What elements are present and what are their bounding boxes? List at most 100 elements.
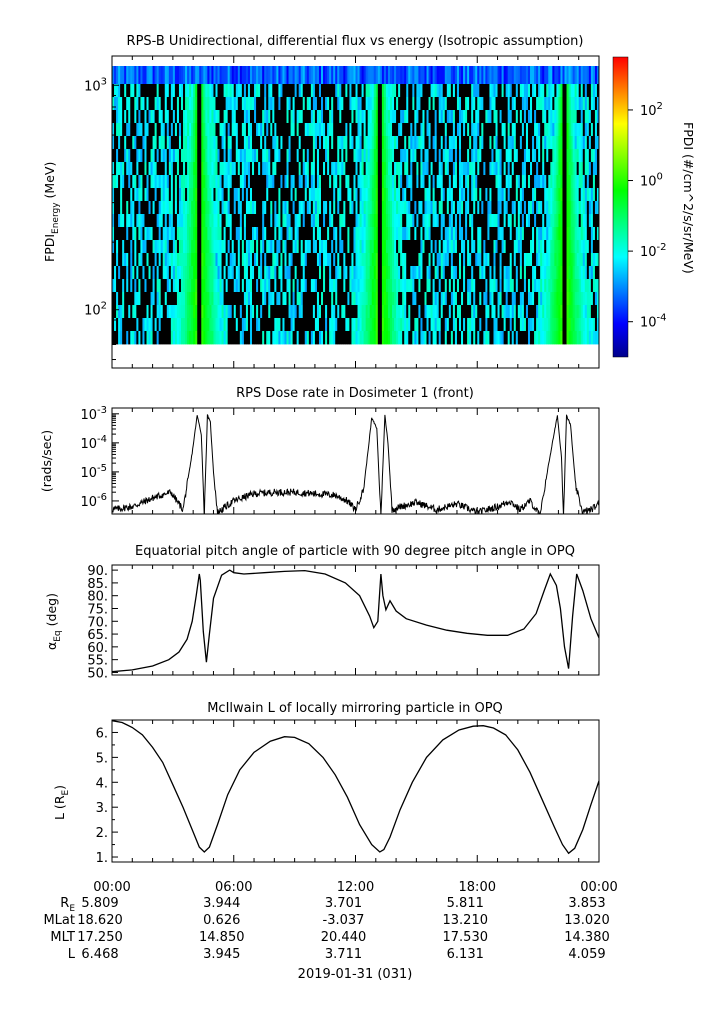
heatmap-cell — [219, 305, 222, 319]
heatmap-cell — [191, 292, 194, 306]
heatmap-cell — [588, 305, 592, 319]
heatmap-cell — [586, 266, 590, 280]
heatmap-cell — [394, 227, 397, 241]
heatmap-cell — [178, 123, 182, 137]
heatmap-cell — [454, 149, 458, 163]
heatmap-cell — [264, 188, 267, 202]
heatmap-cell — [574, 175, 578, 189]
heatmap-cell — [367, 188, 371, 202]
heatmap-cell — [493, 266, 496, 280]
heatmap-cell — [270, 253, 273, 267]
heatmap-cell — [394, 331, 397, 345]
heatmap-cell — [178, 318, 182, 332]
heatmap-cell — [337, 97, 340, 111]
heatmap-cell — [260, 279, 263, 293]
heatmap-cell — [373, 227, 377, 241]
heatmap-cell — [436, 292, 440, 306]
heatmap-cell — [156, 149, 160, 163]
heatmap-cell — [383, 279, 387, 293]
heatmap-cell — [300, 318, 304, 332]
heatmap-cell — [473, 97, 476, 111]
heatmap-cell — [596, 97, 600, 111]
heatmap-cell — [574, 266, 578, 280]
heatmap-cell — [422, 253, 425, 267]
heatmap-cell — [112, 162, 115, 176]
heatmap-cell — [436, 123, 440, 137]
heatmap-cell — [132, 305, 135, 319]
heatmap-cell — [233, 227, 237, 241]
heatmap-cell — [461, 318, 464, 332]
heatmap-cell — [112, 149, 115, 163]
heatmap-cell — [148, 266, 151, 280]
heatmap-cell — [562, 188, 565, 202]
heatmap-cell — [160, 331, 164, 345]
heatmap-cell — [132, 292, 135, 306]
heatmap-cell — [146, 97, 149, 111]
heatmap-cell — [438, 201, 442, 215]
heatmap-cell — [590, 292, 594, 306]
heatmap-cell — [243, 253, 247, 267]
heatmap-cell — [268, 188, 271, 202]
heatmap-cell — [517, 292, 521, 306]
heatmap-cell — [544, 136, 547, 150]
heatmap-cell — [446, 162, 450, 176]
heatmap-cell — [122, 66, 125, 84]
heatmap-cell — [292, 136, 296, 150]
heatmap-cell — [150, 110, 153, 124]
heatmap-cell — [461, 188, 464, 202]
heatmap-cell — [268, 253, 271, 267]
heatmap-cell — [428, 136, 431, 150]
heatmap-cell — [509, 266, 513, 280]
heatmap-cell — [168, 123, 172, 137]
heatmap-cell — [519, 175, 523, 189]
heatmap-cell — [558, 227, 561, 241]
heatmap-cell — [329, 266, 332, 280]
heatmap-cell — [507, 279, 511, 293]
heatmap-cell — [130, 136, 133, 150]
heatmap-cell — [209, 66, 212, 84]
heatmap-cell — [590, 279, 594, 293]
heatmap-cell — [540, 84, 543, 98]
heatmap-cell — [114, 110, 117, 124]
heatmap-cell — [146, 149, 149, 163]
heatmap-cell — [262, 123, 265, 137]
heatmap-cell — [349, 253, 352, 267]
heatmap-cell — [371, 227, 375, 241]
heatmap-cell — [542, 84, 545, 98]
heatmap-cell — [193, 305, 196, 319]
heatmap-cell — [256, 279, 259, 293]
heatmap-cell — [300, 240, 304, 254]
heatmap-cell — [568, 149, 571, 163]
heatmap-cell — [308, 227, 312, 241]
heatmap-cell — [134, 240, 137, 254]
heatmap-cell — [178, 305, 182, 319]
heatmap-cell — [347, 266, 350, 280]
heatmap-cell — [142, 253, 145, 267]
heatmap-cell — [596, 149, 600, 163]
heatmap-cell — [187, 305, 190, 319]
heatmap-cell — [438, 66, 442, 84]
heatmap-cell — [150, 162, 153, 176]
heatmap-cell — [130, 175, 133, 189]
heatmap-cell — [534, 214, 537, 228]
heatmap-cell — [394, 136, 397, 150]
heatmap-cell — [578, 201, 582, 215]
heatmap-cell — [288, 227, 291, 241]
heatmap-cell — [432, 123, 436, 137]
heatmap-cell — [272, 66, 275, 84]
heatmap-cell — [193, 123, 196, 137]
heatmap-cell — [128, 149, 131, 163]
heatmap-cell — [237, 253, 241, 267]
heatmap-cell — [530, 240, 533, 254]
heatmap-cell — [325, 175, 328, 189]
heatmap-cell — [351, 66, 354, 84]
heatmap-cell — [195, 66, 198, 84]
heatmap-cell — [252, 175, 255, 189]
heatmap-cell — [430, 84, 434, 98]
heatmap-cell — [392, 253, 395, 267]
heatmap-cell — [483, 175, 486, 189]
heatmap-cell — [572, 162, 576, 176]
heatmap-cell — [166, 331, 170, 345]
heatmap-cell — [534, 318, 537, 332]
heatmap-cell — [450, 292, 454, 306]
